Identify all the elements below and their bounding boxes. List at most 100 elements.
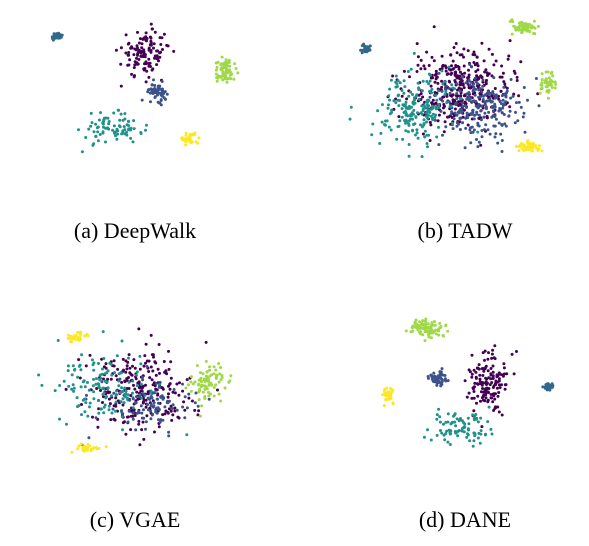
- data-point: [183, 408, 187, 412]
- data-point: [496, 141, 500, 145]
- data-point: [458, 89, 462, 93]
- data-point: [507, 114, 511, 118]
- data-point: [533, 32, 537, 36]
- data-point: [461, 104, 465, 108]
- data-point: [154, 387, 158, 391]
- data-point: [171, 413, 175, 417]
- data-point: [424, 322, 428, 326]
- data-point: [503, 387, 507, 391]
- data-point: [135, 44, 139, 48]
- data-point: [421, 333, 425, 337]
- data-point: [489, 373, 493, 377]
- data-point: [427, 64, 431, 67]
- data-point: [152, 404, 156, 408]
- data-point: [480, 90, 484, 94]
- data-point: [83, 397, 87, 401]
- data-point: [477, 363, 481, 367]
- data-point: [485, 377, 489, 381]
- data-point: [131, 417, 135, 421]
- data-point: [543, 386, 547, 390]
- data-point: [219, 399, 223, 403]
- data-point: [152, 78, 155, 82]
- data-point: [224, 58, 228, 62]
- data-point: [88, 405, 91, 409]
- data-point: [79, 368, 83, 372]
- data-point: [420, 112, 424, 116]
- data-point: [416, 136, 420, 140]
- data-point: [493, 96, 497, 100]
- cluster-6-points: [514, 139, 544, 153]
- data-point: [460, 75, 464, 79]
- data-point: [527, 22, 531, 26]
- data-point: [474, 100, 478, 103]
- data-point: [476, 366, 480, 370]
- data-point: [510, 18, 514, 22]
- data-point: [432, 25, 436, 29]
- data-point: [142, 52, 146, 56]
- data-point: [133, 366, 137, 370]
- data-point: [494, 94, 498, 98]
- data-point: [477, 88, 481, 92]
- data-point: [407, 94, 411, 98]
- data-point: [471, 444, 475, 448]
- data-point: [388, 87, 392, 91]
- data-point: [546, 70, 550, 74]
- data-point: [522, 143, 526, 147]
- data-point: [57, 36, 61, 40]
- data-point: [219, 366, 223, 369]
- data-point: [472, 409, 476, 413]
- data-point: [150, 83, 154, 87]
- data-point: [385, 119, 389, 123]
- data-point: [175, 382, 179, 386]
- data-point: [553, 80, 557, 84]
- data-point: [412, 108, 416, 112]
- data-point: [200, 383, 203, 387]
- data-point: [397, 104, 401, 108]
- data-point: [486, 420, 490, 424]
- data-point: [456, 100, 460, 104]
- data-point: [460, 429, 464, 433]
- data-point: [501, 71, 505, 75]
- data-point: [416, 324, 420, 328]
- data-point: [431, 98, 435, 102]
- data-point: [466, 123, 470, 127]
- data-point: [478, 373, 482, 377]
- data-point: [439, 429, 442, 432]
- cluster-4-points: [426, 367, 450, 388]
- data-point: [415, 131, 419, 135]
- data-point: [404, 129, 408, 133]
- data-point: [531, 142, 535, 145]
- data-point: [402, 79, 406, 83]
- data-point: [162, 92, 166, 95]
- data-point: [447, 65, 451, 69]
- data-point: [153, 56, 156, 60]
- data-point: [444, 125, 448, 129]
- data-point: [108, 402, 112, 406]
- cluster-3-points: [77, 108, 148, 154]
- data-point: [500, 111, 504, 115]
- data-point: [86, 334, 90, 338]
- data-point: [476, 420, 480, 424]
- data-point: [143, 67, 147, 70]
- data-point: [137, 48, 141, 52]
- data-point: [446, 412, 450, 416]
- data-point: [481, 94, 485, 98]
- data-point: [146, 90, 150, 94]
- data-point: [435, 383, 439, 387]
- data-point: [477, 105, 480, 109]
- data-point: [387, 94, 391, 98]
- data-point: [403, 103, 407, 106]
- data-point: [453, 87, 456, 91]
- data-point: [77, 358, 81, 362]
- data-point: [116, 399, 120, 403]
- data-point: [409, 90, 413, 94]
- data-point: [99, 407, 103, 411]
- data-point: [153, 89, 157, 93]
- data-point: [430, 101, 434, 105]
- data-point: [96, 130, 100, 134]
- data-point: [522, 148, 526, 152]
- data-point: [449, 429, 453, 433]
- data-point: [406, 70, 410, 73]
- data-point: [127, 124, 131, 128]
- data-point: [495, 386, 499, 390]
